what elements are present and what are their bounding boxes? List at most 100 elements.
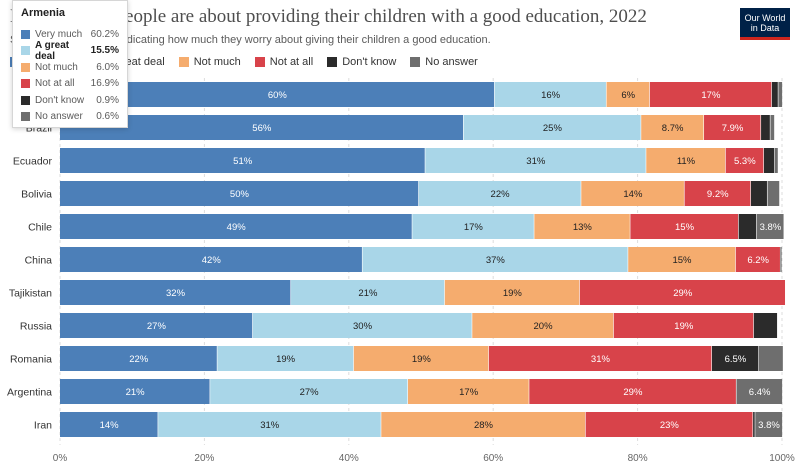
- bar-segment: [646, 148, 726, 173]
- bar-segment: [585, 412, 753, 437]
- tooltip-swatch: [21, 95, 30, 105]
- category-label: Argentina: [7, 387, 52, 399]
- data-label: 14%: [100, 420, 120, 431]
- category-label: Romania: [10, 354, 52, 366]
- tooltip-row: No answer 0.6%: [21, 109, 119, 126]
- legend-label: Not much: [193, 56, 241, 68]
- bar-segment: [494, 82, 606, 107]
- legend-item[interactable]: Not much: [178, 56, 241, 68]
- data-label: 16%: [541, 90, 561, 101]
- data-label: 31%: [260, 420, 280, 431]
- bar-segment: [771, 82, 778, 107]
- data-label: 27%: [147, 321, 167, 332]
- bar-segment: [753, 313, 778, 338]
- legend-swatch: [327, 57, 338, 67]
- bar-segment: [444, 280, 580, 305]
- tooltip-row-value: 0.9%: [96, 94, 119, 106]
- bar-segment: [778, 82, 783, 107]
- bar-segment: [704, 115, 761, 140]
- x-tick-label: 40%: [339, 453, 359, 464]
- owid-logo[interactable]: Our World in Data: [740, 8, 790, 40]
- bar-segment: [628, 247, 736, 272]
- category-label: Bolivia: [21, 189, 52, 201]
- data-label: 56%: [252, 123, 272, 134]
- data-label: 29%: [623, 387, 643, 398]
- logo-accent-bar: [740, 37, 790, 40]
- legend-item[interactable]: Don't know: [327, 56, 396, 68]
- tooltip-row-label: Don't know: [35, 94, 85, 106]
- bar-segment: [60, 148, 425, 173]
- data-label: 17%: [701, 90, 721, 101]
- data-label: 6.4%: [749, 387, 771, 398]
- bar-segment: [418, 181, 581, 206]
- legend-label: Not at all: [269, 56, 314, 68]
- tooltip-row: Very much 60.2%: [21, 26, 119, 43]
- data-label: 19%: [412, 354, 432, 365]
- bar-segment: [755, 412, 783, 437]
- data-label: 49%: [227, 222, 247, 233]
- tooltip-row-label: A great deal: [35, 39, 70, 62]
- tooltip-row-value: 15.5%: [90, 45, 119, 57]
- logo-line-2: in Data: [750, 23, 780, 33]
- tooltip-title: Armenia: [21, 7, 66, 19]
- data-label: 31%: [591, 354, 611, 365]
- data-label: 19%: [674, 321, 694, 332]
- bar-segment: [780, 247, 782, 272]
- tooltip-rows: Very much 60.2% A great deal 15.5% Not much 6…: [21, 26, 119, 125]
- legend-item[interactable]: No answer: [410, 56, 478, 68]
- tooltip-row-label: No answer: [35, 111, 83, 123]
- tooltip-row-label: Not at all: [35, 78, 75, 90]
- bar-segment: [725, 148, 764, 173]
- tooltip-row: A great deal 15.5%: [21, 39, 119, 62]
- data-label: 3.8%: [758, 420, 780, 431]
- bar-segment: [60, 181, 419, 206]
- data-label: 22%: [129, 354, 149, 365]
- bar-segment: [60, 346, 217, 371]
- bar-segment: [425, 148, 646, 173]
- data-label: 30%: [353, 321, 373, 332]
- bar-segment: [291, 280, 445, 305]
- bar-segment: [761, 115, 770, 140]
- legend-swatch: [254, 57, 265, 67]
- bar-segment: [750, 181, 767, 206]
- tooltip-swatch: [21, 46, 30, 56]
- bar-segment: [60, 412, 158, 437]
- legend-item[interactable]: Not at all: [254, 56, 314, 68]
- bar-segment: [641, 115, 704, 140]
- tooltip-row-value: 16.9%: [90, 78, 119, 90]
- bar-segment: [60, 247, 362, 272]
- bar-segment: [767, 181, 780, 206]
- tooltip-swatch: [21, 112, 30, 122]
- data-label: 13%: [573, 222, 593, 233]
- tooltip-row-value: 60.2%: [90, 28, 119, 40]
- data-label: 14%: [623, 189, 643, 200]
- tooltip-swatch: [21, 62, 30, 72]
- bar-segment: [472, 313, 614, 338]
- data-label: 25%: [543, 123, 563, 134]
- data-label: 6.5%: [725, 354, 747, 365]
- category-label: Russia: [20, 321, 52, 333]
- bar-segment: [738, 214, 757, 239]
- bar-segment: [770, 115, 775, 140]
- tooltip-row-value: 0.6%: [96, 111, 119, 123]
- bar-segment: [711, 346, 759, 371]
- x-tick-label: 0%: [53, 453, 68, 464]
- bar-segment: [649, 82, 772, 107]
- bar-segment: [581, 181, 684, 206]
- data-label: 17%: [464, 222, 484, 233]
- hover-tooltip: Armenia Very much 60.2% A great deal 15.5% N…: [12, 0, 128, 128]
- bar-segment: [60, 313, 253, 338]
- tooltip-row-label: Not much: [35, 61, 78, 73]
- legend-swatch: [178, 57, 189, 67]
- logo-line-1: Our World: [744, 13, 786, 23]
- bar-segment: [217, 346, 354, 371]
- bar-segment: [774, 148, 778, 173]
- bar-segment: [408, 379, 529, 404]
- legend-label: Don't know: [342, 56, 397, 68]
- bar-segment: [735, 247, 780, 272]
- data-label: 15%: [675, 222, 695, 233]
- category-label: Ecuador: [13, 156, 53, 168]
- data-label: 21%: [126, 387, 146, 398]
- x-tick-label: 20%: [194, 453, 214, 464]
- data-label: 22%: [491, 189, 511, 200]
